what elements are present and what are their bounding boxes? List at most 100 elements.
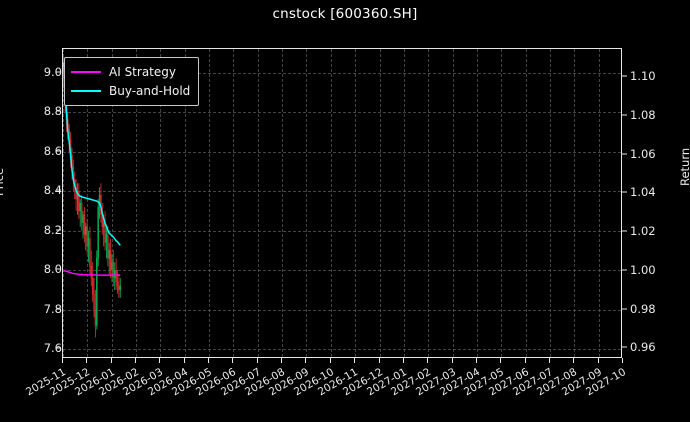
y2-axis-tick-mark [622,114,627,116]
x-axis-tick-mark [500,358,502,363]
x-axis-tick-mark [329,358,331,363]
grid-line-horizontal [63,151,621,153]
x-axis-tick-mark [256,358,258,363]
y2-axis-tick-mark [622,230,627,232]
grid-line-vertical [452,49,454,357]
legend-label-buy-and-hold: Buy-and-Hold [109,83,191,98]
y2-axis-tick-label: 1.10 [630,69,656,84]
y-axis-tick-mark [56,347,61,349]
y-axis-tick-label: 7.8 [43,301,62,316]
grid-line-vertical [501,49,503,357]
y2-axis-tick-label: 1.04 [630,185,656,200]
x-axis-tick-mark [135,358,137,363]
x-axis-tick-mark [183,358,185,363]
y-axis-tick-mark [56,229,61,231]
y-axis-tick-mark [56,189,61,191]
grid-line-vertical [111,49,113,357]
grid-line-vertical [209,49,211,357]
series-svg [63,56,122,338]
x-axis-tick-mark [378,358,380,363]
candlestick-series [63,56,122,338]
y-axis-tick-label: 7.6 [43,341,62,356]
y-axis-tick-mark [56,110,61,112]
chart-title: cnstock [600360.SH] [272,6,418,22]
x-axis-tick-mark [402,358,404,363]
x-axis-tick-mark [62,358,63,363]
y2-axis-tick-label: 1.06 [630,146,656,161]
x-axis-tick-mark [232,358,234,363]
y-axis-tick-label: 8.2 [43,222,62,237]
y2-axis-tick-label: 0.96 [630,340,656,355]
grid-line-vertical [136,49,138,357]
grid-line-vertical [257,49,259,357]
legend-label-ai-strategy: AI Strategy [109,64,176,79]
grid-line-vertical [233,49,235,357]
grid-line-horizontal [63,309,621,311]
grid-line-horizontal [63,191,621,193]
grid-line-vertical [306,49,308,357]
grid-line-vertical [574,49,576,357]
y2-axis-tick-mark [622,269,627,271]
x-axis-tick-mark [354,358,356,363]
x-axis-tick-mark [305,358,307,363]
y-axis-tick-mark [56,150,61,152]
y-axis-tick-mark [56,308,61,310]
x-axis-tick-mark [110,358,112,363]
y2-axis-tick-label: 1.02 [630,224,656,239]
y2-axis-tick-mark [622,153,627,155]
grid-line-vertical [160,49,162,357]
legend-swatch-buy-and-hold [71,89,101,92]
line-ai-strategy [63,270,121,276]
x-axis-tick-mark [573,358,575,363]
grid-line-vertical [87,49,89,357]
grid-line-vertical [428,49,430,357]
x-axis-tick-mark [451,358,453,363]
grid-line-vertical [330,49,332,357]
y-axis-tick-label: 9.0 [43,64,62,79]
x-axis-tick-mark [524,358,526,363]
y2-axis-tick-label: 1.00 [630,262,656,277]
legend-swatch-ai-strategy [71,70,101,73]
grid-line-vertical [403,49,405,357]
x-axis-tick-mark [86,358,88,363]
y-axis-tick-mark [56,268,61,270]
x-axis-tick-mark [427,358,429,363]
y2-axis-tick-mark [622,346,627,348]
grid-line-vertical [476,49,478,357]
line-buy-and-hold [63,62,121,246]
x-axis-tick-mark [597,358,599,363]
x-axis-tick-mark [281,358,283,363]
x-axis-tick-mark [475,358,477,363]
grid-line-horizontal [63,112,621,114]
grid-line-horizontal [63,72,621,74]
y2-axis-tick-label: 1.08 [630,107,656,122]
grid-line-vertical [184,49,186,357]
x-axis-tick-mark [548,358,550,363]
y-axis-tick-label: 8.6 [43,143,62,158]
y2-axis-tick-mark [622,308,627,310]
y-axis-tick-mark [56,71,61,73]
x-axis-tick-mark [208,358,210,363]
grid-line-vertical [549,49,551,357]
grid-lines [63,49,621,357]
grid-line-vertical [598,49,600,357]
grid-line-vertical [525,49,527,357]
legend-item-buy-and-hold: Buy-and-Hold [71,81,190,100]
grid-line-vertical [355,49,357,357]
y-axis-tick-label: 8.0 [43,262,62,277]
grid-line-vertical [282,49,284,357]
y2-axis-tick-mark [622,75,627,77]
grid-line-horizontal [63,230,621,232]
data-layer [63,49,621,357]
y2-axis-tick-mark [622,191,627,193]
grid-line-vertical [379,49,381,357]
grid-line-horizontal [63,349,621,351]
x-axis-tick-mark [622,358,623,363]
grid-line-horizontal [63,270,621,272]
x-axis-tick-mark [159,358,161,363]
legend-item-ai-strategy: AI Strategy [71,62,190,81]
chart-legend: AI Strategy Buy-and-Hold [64,57,200,106]
y-axis-tick-label: 8.4 [43,183,62,198]
grid-line-vertical [63,49,64,357]
